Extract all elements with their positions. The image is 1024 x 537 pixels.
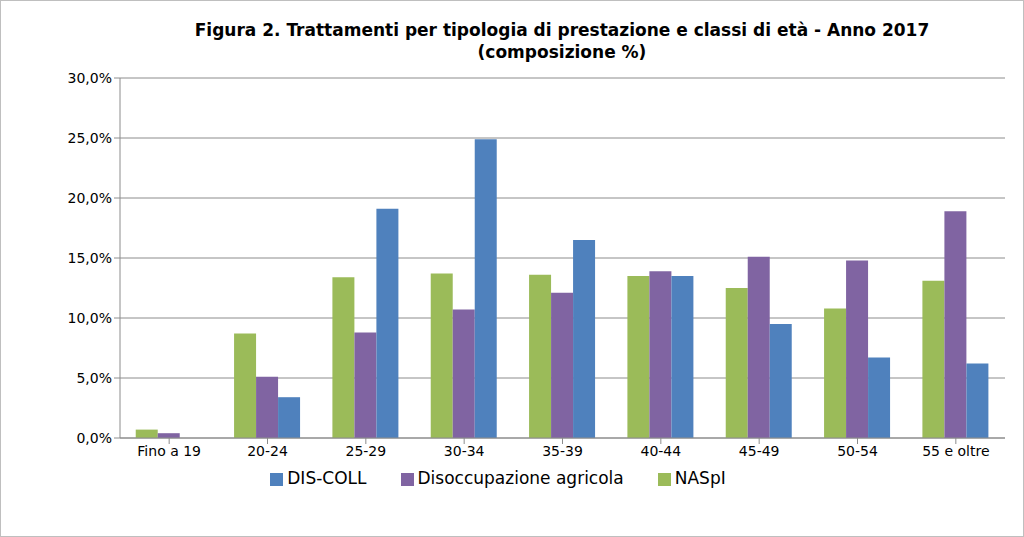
svg-text:25,0%: 25,0% bbox=[68, 130, 112, 146]
html-text:Figura 2. Trattamenti per tipo: Figura 2. Trattamenti per tipologia di p… bbox=[194, 20, 930, 40]
html-text:DIS-COLL: DIS-COLL bbox=[287, 468, 367, 488]
html-text:NASpI: NASpI bbox=[674, 468, 726, 488]
svg-text:10,0%: 10,0% bbox=[68, 310, 112, 326]
svg-text:20-24: 20-24 bbox=[247, 443, 288, 459]
svg-text:Fino a 19: Fino a 19 bbox=[137, 443, 201, 459]
svg-text:0,0%: 0,0% bbox=[76, 430, 112, 446]
svg-text:50-54: 50-54 bbox=[837, 443, 878, 459]
html-text:(composizione %): (composizione %) bbox=[477, 42, 647, 62]
svg-text:25-29: 25-29 bbox=[345, 443, 386, 459]
svg-text:40-44: 40-44 bbox=[640, 443, 681, 459]
svg-text:30-34: 30-34 bbox=[444, 443, 485, 459]
svg-text:35-39: 35-39 bbox=[542, 443, 583, 459]
svg-text:15,0%: 15,0% bbox=[68, 250, 112, 266]
svg-text:5,0%: 5,0% bbox=[76, 370, 112, 386]
svg-text:30,0%: 30,0% bbox=[68, 70, 112, 86]
svg-text:55 e oltre: 55 e oltre bbox=[922, 443, 989, 459]
svg-text:45-49: 45-49 bbox=[739, 443, 780, 459]
svg-text:20,0%: 20,0% bbox=[68, 190, 112, 206]
html-text:Disoccupazione agricola: Disoccupazione agricola bbox=[417, 468, 624, 488]
